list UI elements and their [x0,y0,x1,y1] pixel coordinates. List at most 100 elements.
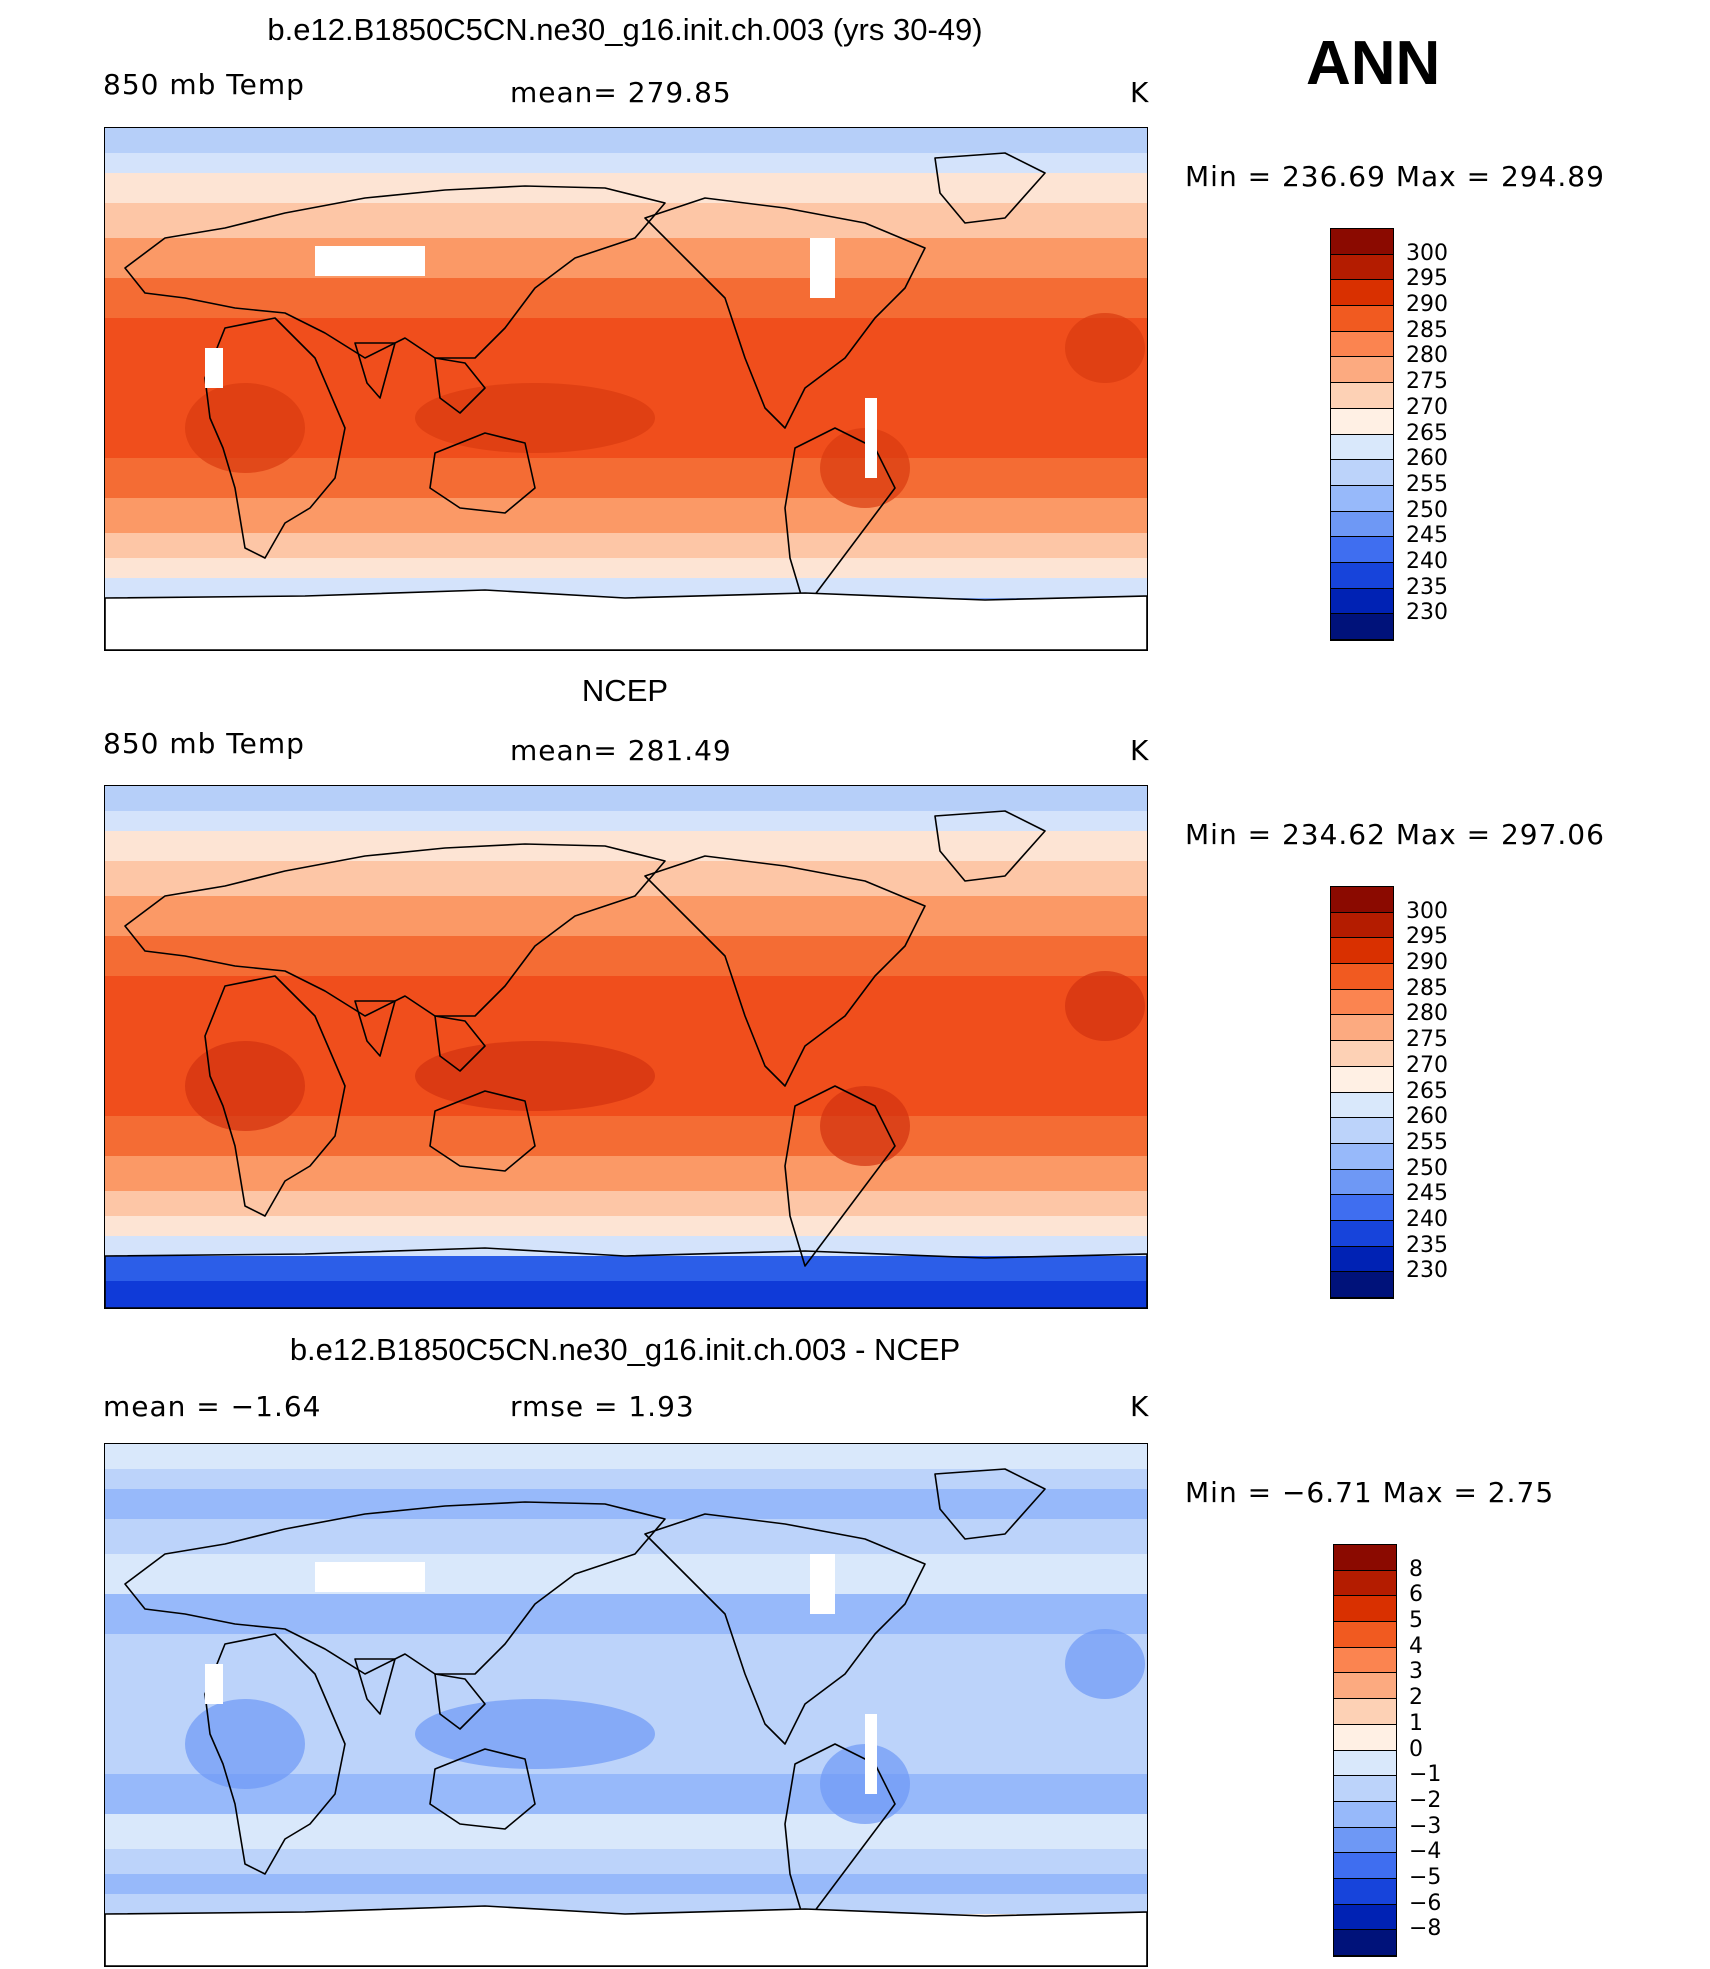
warm-anomaly-region [185,1041,305,1131]
warm-anomaly-region [185,1699,305,1789]
colorbar-level-label: −5 [1409,1864,1442,1890]
colorbar-level-label: −2 [1409,1787,1442,1813]
colorbar-cell [1331,887,1393,913]
colorbar-cell [1334,1776,1396,1802]
colorbar-cell [1331,254,1393,281]
colorbar-level-label: 255 [1406,471,1448,497]
panel1-map [104,127,1148,651]
temperature-band [105,558,1147,578]
panel2-title: NCEP [581,673,669,708]
colorbar-level-label: −6 [1409,1890,1442,1916]
panel1-minmax: Min = 236.69 Max = 294.89 [1185,160,1605,193]
colorbar-level-label: 285 [1406,317,1448,343]
colorbar-cell [1331,989,1393,1016]
colorbar-cell [1331,408,1393,435]
colorbar-cell [1331,1015,1393,1042]
colorbar-cell [1331,938,1393,965]
colorbar-cell [1334,1647,1396,1674]
panel3-map [104,1443,1148,1967]
colorbar-cell [1331,614,1393,640]
coastline-australia [429,1090,536,1172]
coastline-antarctica [105,1905,1147,1966]
temperature-band [105,578,1147,598]
coastline-india [354,1000,396,1057]
coastline-namerica [644,1513,926,1745]
colorbar-cell [1334,1750,1396,1777]
colorbar-level-label: 290 [1406,950,1448,976]
colorbar-level-label: 1 [1409,1710,1423,1736]
temperature-band [105,203,1147,238]
panel1-left-label: 850 mb Temp [103,68,305,101]
colorbar-cell [1331,460,1393,486]
colorbar-cell [1331,537,1393,563]
colorbar-cell [1334,1878,1396,1905]
panel3-units: K [1130,1390,1150,1423]
colorbar-level-label: 4 [1409,1633,1423,1659]
coastline-antarctica [105,1247,1147,1308]
colorbar-level-label: 2 [1409,1685,1423,1711]
coastline-australia [429,432,536,514]
coastline-eurasia [124,843,666,1017]
temperature-band [105,896,1147,936]
temperature-band [105,1256,1147,1281]
colorbar-level-label: 245 [1406,523,1448,549]
colorbar-level-label: 300 [1406,898,1448,924]
warm-anomaly-region [1065,971,1145,1041]
colorbar-cell [1331,1272,1393,1298]
temperature-band [105,1594,1147,1634]
colorbar-level-label: −3 [1409,1813,1442,1839]
temperature-band [105,153,1147,173]
coastline-india [354,1658,396,1715]
masked-terrain-region [865,1714,877,1794]
colorbar-cell [1334,1724,1396,1751]
colorbar-cell [1331,357,1393,384]
colorbar-level-label: 285 [1406,975,1448,1001]
colorbar-cell [1331,306,1393,332]
warm-anomaly-region [1065,1629,1145,1699]
panel1-colorbar [1330,228,1394,641]
masked-terrain-region [865,398,877,478]
colorbar-level-label: 230 [1406,1258,1448,1284]
temperature-band [105,1849,1147,1874]
colorbar-level-label: 230 [1406,600,1448,626]
colorbar-cell [1331,383,1393,409]
colorbar-level-label: 240 [1406,548,1448,574]
temperature-band [105,173,1147,203]
panel1-map-svg [105,128,1147,650]
temperature-band [105,278,1147,318]
colorbar-level-label: 260 [1406,446,1448,472]
masked-terrain-region [810,1554,835,1614]
colorbar-level-label: 240 [1406,1206,1448,1232]
colorbar-cell [1331,434,1393,461]
panel2-map [104,785,1148,1309]
masked-terrain-region [315,246,425,276]
panel2-minmax: Min = 234.62 Max = 297.06 [1185,818,1605,851]
coastline-seasia [434,1673,486,1730]
colorbar-cell [1334,1570,1396,1597]
coastline-samerica [784,1085,896,1267]
panel2-colorbar [1330,886,1394,1299]
colorbar-level-label: 255 [1406,1129,1448,1155]
warm-anomaly-region [820,1086,910,1166]
coastline-africa [204,317,346,559]
coastline-samerica [784,1743,896,1925]
colorbar-cell [1331,1246,1393,1273]
coastline-greenland [934,152,1046,224]
colorbar-level-label: −1 [1409,1762,1442,1788]
coastline-eurasia [124,1501,666,1675]
colorbar-cell [1331,912,1393,939]
coastline-samerica [784,427,896,609]
colorbar-cell [1331,1195,1393,1221]
warm-anomaly-region [1065,313,1145,383]
colorbar-cell [1334,1930,1396,1956]
colorbar-level-label: 235 [1406,1232,1448,1258]
colorbar-cell [1334,1904,1396,1931]
colorbar-level-label: 265 [1406,420,1448,446]
panel3-title: b.e12.B1850C5CN.ne30_g16.init.ch.003 - N… [289,1332,961,1367]
coastline-seasia [434,357,486,414]
coastline-greenland [934,1468,1046,1540]
colorbar-cell [1331,1169,1393,1196]
temperature-band [105,1281,1147,1308]
panel3-mean-label: mean = −1.64 [103,1390,322,1423]
panel3-minmax: Min = −6.71 Max = 2.75 [1185,1476,1555,1509]
